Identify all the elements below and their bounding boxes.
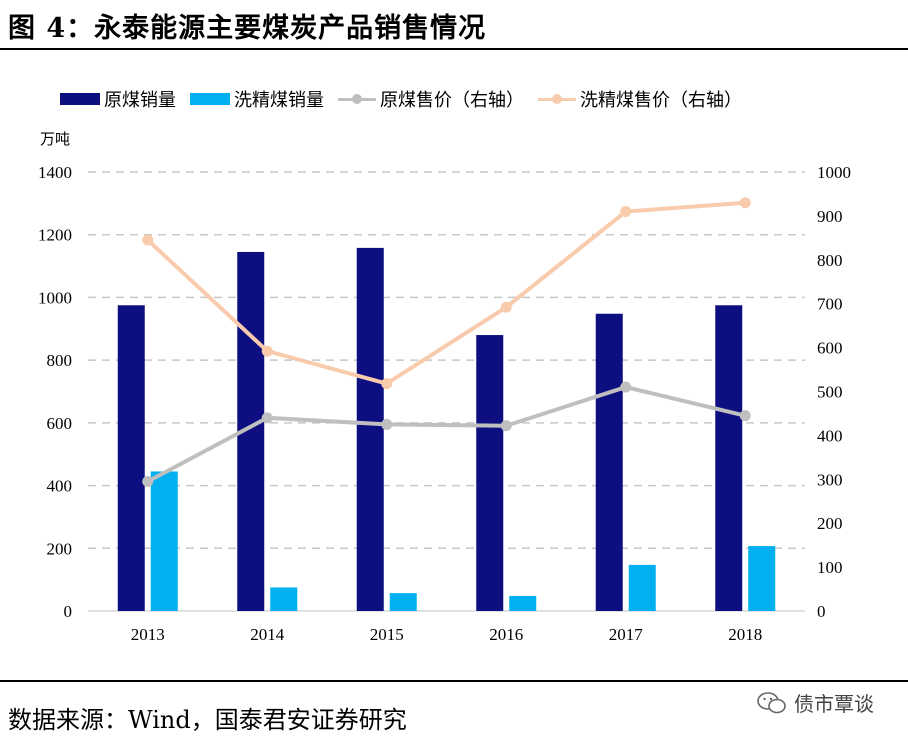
bar-washed-coal-volume bbox=[748, 546, 776, 611]
chart-canvas: 0 200 400 600 800 1000 1200 1400 0 100 200 300 400 50… bbox=[38, 163, 851, 644]
right-axis-tick-label: 900 bbox=[817, 207, 843, 226]
bar-raw-coal-volume bbox=[117, 305, 145, 611]
left-axis-unit-label: 万吨 bbox=[40, 130, 71, 148]
legend-swatch-raw-coal-volume bbox=[60, 93, 100, 105]
left-axis-tick-label: 200 bbox=[47, 539, 73, 558]
bar-washed-coal-volume bbox=[628, 564, 656, 611]
legend-item-washed-coal-volume: 洗精煤销量 bbox=[190, 86, 324, 112]
x-axis-tick-label: 2013 bbox=[131, 625, 165, 644]
legend-swatch-washed-coal-price bbox=[538, 93, 576, 105]
washed-coal-price-point bbox=[142, 234, 154, 246]
legend-label-raw-coal-volume: 原煤销量 bbox=[104, 90, 176, 111]
washed-coal-price-line bbox=[146, 200, 746, 386]
left-axis-tick-label: 0 bbox=[64, 602, 73, 621]
legend-item-raw-coal-price: 原煤售价（右轴） bbox=[338, 86, 524, 112]
washed-coal-price-point bbox=[620, 206, 632, 218]
left-axis-tick-label: 800 bbox=[47, 351, 73, 370]
left-axis-tick-label: 1400 bbox=[38, 163, 72, 182]
washed-coal-price-point bbox=[739, 197, 751, 209]
watermark: 债市覃谈 bbox=[756, 688, 874, 717]
right-axis-tick-label: 500 bbox=[817, 383, 843, 402]
legend-item-washed-coal-price: 洗精煤售价（右轴） bbox=[538, 86, 742, 112]
figure-title: 图 4：永泰能源主要煤炭产品销售情况 bbox=[8, 13, 487, 44]
footer-divider bbox=[0, 680, 908, 682]
right-axis-tick-label: 1000 bbox=[817, 163, 851, 182]
chart-legend: 原煤销量 洗精煤销量 原煤售价（右轴） 洗精煤售价（右轴） bbox=[60, 84, 756, 114]
bar-washed-coal-volume bbox=[150, 471, 178, 611]
bar-raw-coal-volume bbox=[356, 247, 384, 612]
x-axis-tick-label: 2017 bbox=[609, 625, 644, 644]
x-axis-tick-label: 2015 bbox=[370, 625, 404, 644]
right-axis-tick-label: 100 bbox=[817, 558, 843, 577]
bar-raw-coal-volume bbox=[595, 313, 623, 611]
raw-coal-price-point bbox=[739, 410, 751, 422]
wechat-icon bbox=[757, 691, 786, 713]
left-axis-tick-label: 1000 bbox=[38, 288, 72, 307]
washed-coal-price-point bbox=[261, 345, 273, 357]
legend-item-raw-coal-volume: 原煤销量 bbox=[60, 86, 176, 112]
title-bar: 图 4：永泰能源主要煤炭产品销售情况 bbox=[0, 0, 908, 50]
legend-label-washed-coal-price: 洗精煤售价（右轴） bbox=[580, 90, 742, 111]
left-axis-tick-label: 1200 bbox=[38, 226, 72, 245]
right-axis-tick-label: 200 bbox=[817, 514, 843, 533]
left-axis-tick-label: 600 bbox=[47, 414, 73, 433]
right-axis-tick-label: 700 bbox=[817, 295, 843, 314]
raw-coal-price-point bbox=[620, 381, 632, 393]
x-axis-tick-label: 2016 bbox=[489, 625, 523, 644]
right-axis-tick-label: 800 bbox=[817, 251, 843, 270]
legend-swatch-washed-coal-volume bbox=[190, 93, 230, 105]
watermark-label: 债市覃谈 bbox=[794, 692, 874, 716]
bar-washed-coal-volume bbox=[509, 595, 537, 611]
source-note: 数据来源：Wind，国泰君安证券研究 bbox=[8, 706, 407, 734]
right-axis-tick-label: 400 bbox=[817, 426, 843, 445]
raw-coal-price-point bbox=[261, 412, 273, 424]
raw-coal-price-point bbox=[142, 475, 154, 487]
raw-coal-price-line bbox=[146, 385, 746, 484]
bar-washed-coal-volume bbox=[270, 587, 298, 611]
legend-label-washed-coal-volume: 洗精煤销量 bbox=[234, 90, 324, 111]
legend-swatch-raw-coal-price bbox=[338, 93, 376, 105]
right-axis-tick-label: 300 bbox=[817, 470, 843, 489]
bar-washed-coal-volume bbox=[389, 593, 417, 611]
bar-raw-coal-volume bbox=[476, 335, 504, 611]
x-axis-tick-label: 2018 bbox=[728, 625, 762, 644]
left-axis-tick-label: 400 bbox=[47, 477, 73, 496]
raw-coal-price-point bbox=[381, 418, 393, 430]
x-axis-tick-label: 2014 bbox=[250, 625, 285, 644]
raw-coal-price-point bbox=[500, 420, 512, 432]
bar-raw-coal-volume bbox=[715, 305, 743, 611]
right-axis-tick-label: 0 bbox=[817, 602, 826, 621]
right-axis-tick-label: 600 bbox=[817, 339, 843, 358]
legend-label-raw-coal-price: 原煤售价（右轴） bbox=[380, 90, 524, 111]
washed-coal-price-point bbox=[500, 301, 512, 313]
washed-coal-price-point bbox=[381, 378, 393, 390]
